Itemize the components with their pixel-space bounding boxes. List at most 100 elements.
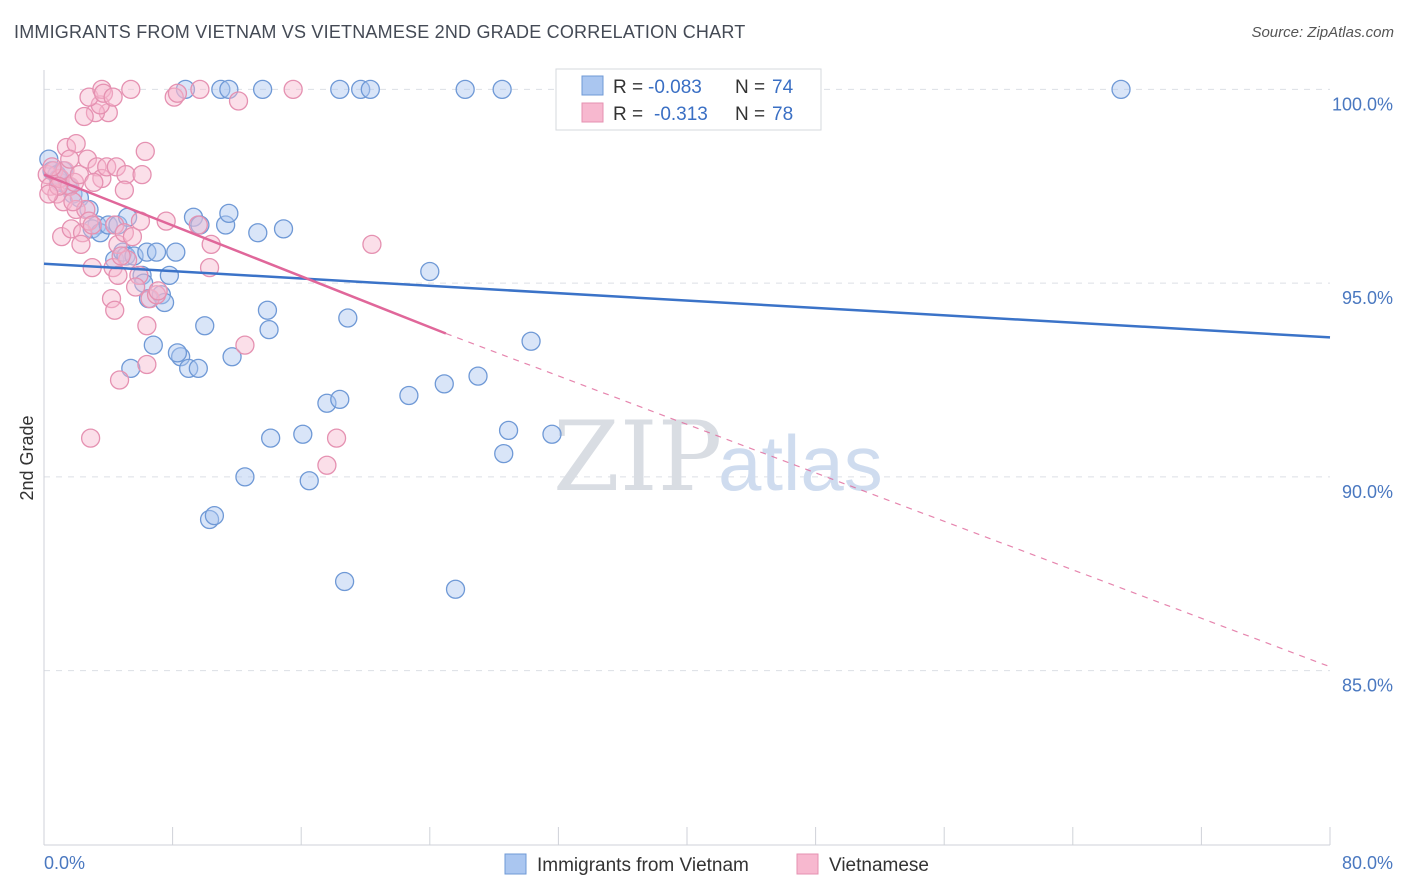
point-immigrants-from-vietnam [1111, 79, 1131, 100]
point-vietnamese [111, 246, 131, 266]
series-legend-label-blue: Immigrants from Vietnam [537, 855, 749, 876]
point-immigrants-from-vietnam [211, 79, 231, 100]
chart-title: IMMIGRANTS FROM VIETNAM VS VIETNAMESE 2N… [14, 22, 746, 42]
point-immigrants-from-vietnam [293, 424, 313, 444]
point-immigrants-from-vietnam [166, 242, 186, 262]
legend-swatch-pink [581, 102, 604, 123]
watermark-atlas: atlas [718, 419, 883, 507]
point-vietnamese [137, 354, 157, 375]
y-axis-label: 2nd Grade [17, 415, 37, 500]
legend-r-value-pink: -0.313 [654, 104, 708, 125]
point-vietnamese [283, 79, 303, 100]
point-vietnamese [326, 428, 347, 448]
series-legend-label-pink: Vietnamese [829, 855, 929, 876]
y-tick-label: 85.0% [1342, 676, 1393, 696]
y-tick-label: 95.0% [1342, 288, 1393, 308]
legend-r-label-blue: R = [613, 77, 643, 98]
point-immigrants-from-vietnam [259, 319, 279, 340]
point-immigrants-from-vietnam [330, 79, 350, 100]
point-immigrants-from-vietnam [542, 424, 562, 444]
point-vietnamese [61, 219, 81, 239]
point-immigrants-from-vietnam [494, 443, 514, 464]
point-vietnamese [108, 265, 128, 286]
y-tick-label: 90.0% [1342, 482, 1393, 502]
series-legend: Immigrants from Vietnam Vietnamese [504, 853, 929, 876]
point-vietnamese [109, 370, 130, 390]
point-immigrants-from-vietnam [248, 223, 268, 243]
point-immigrants-from-vietnam [159, 265, 180, 286]
x-ticks [43, 827, 1331, 845]
watermark-zip: ZIP [553, 401, 722, 513]
point-immigrants-from-vietnam [188, 358, 208, 379]
legend-swatch-blue [581, 75, 604, 96]
y-tick-label: 100.0% [1332, 94, 1393, 114]
point-immigrants-from-vietnam [219, 203, 239, 224]
point-immigrants-from-vietnam [252, 79, 273, 100]
gridlines [44, 88, 1330, 672]
point-vietnamese [84, 172, 104, 193]
point-immigrants-from-vietnam [338, 308, 358, 328]
point-immigrants-from-vietnam [434, 374, 454, 394]
watermark: ZIP atlas [553, 401, 883, 513]
point-vietnamese [122, 226, 143, 247]
point-vietnamese [52, 226, 72, 247]
point-vietnamese [188, 215, 208, 235]
point-vietnamese [105, 300, 125, 320]
chart-source: Source: ZipAtlas.com [1251, 24, 1394, 41]
series-legend-swatch-blue [504, 853, 527, 875]
point-vietnamese [114, 180, 135, 200]
point-vietnamese [362, 234, 382, 255]
point-immigrants-from-vietnam [455, 79, 475, 100]
point-vietnamese [228, 91, 249, 111]
point-vietnamese [42, 157, 62, 177]
point-immigrants-from-vietnam [360, 79, 380, 100]
point-immigrants-from-vietnam [257, 300, 278, 320]
point-immigrants-from-vietnam [143, 335, 163, 355]
point-vietnamese [125, 277, 146, 297]
legend-r-label-pink: R = [613, 104, 643, 125]
point-immigrants-from-vietnam [167, 343, 188, 363]
point-immigrants-from-vietnam [154, 292, 175, 313]
point-vietnamese [148, 281, 168, 301]
point-immigrants-from-vietnam [330, 389, 350, 410]
point-immigrants-from-vietnam [204, 505, 225, 526]
point-immigrants-from-vietnam [498, 420, 519, 441]
point-vietnamese [105, 215, 125, 235]
point-immigrants-from-vietnam [521, 331, 541, 351]
series-vietnamese [37, 79, 382, 475]
point-immigrants-from-vietnam [215, 215, 236, 235]
point-immigrants-from-vietnam [273, 219, 294, 239]
series-legend-swatch-pink [796, 853, 819, 875]
legend-n-value-pink: 78 [772, 104, 793, 125]
legend-n-label-pink: N = [735, 104, 765, 125]
point-vietnamese [80, 428, 101, 448]
trend-line-pink [43, 173, 447, 335]
legend-r-value-blue: -0.083 [648, 77, 702, 98]
point-vietnamese [39, 184, 59, 204]
point-immigrants-from-vietnam [492, 79, 512, 100]
point-vietnamese [71, 234, 91, 255]
point-vietnamese [129, 265, 149, 286]
point-vietnamese [190, 79, 210, 100]
point-vietnamese [137, 316, 157, 336]
legend-n-value-blue: 74 [772, 77, 794, 98]
point-vietnamese [101, 288, 122, 309]
y-tick-labels: 100.0% 95.0% 90.0% 85.0% [1332, 94, 1393, 695]
point-immigrants-from-vietnam [261, 428, 281, 448]
point-vietnamese [135, 141, 155, 162]
trend-lines [43, 173, 1331, 668]
stats-legend: R = -0.083 N = 74 R = -0.313 N = 78 [555, 68, 822, 131]
trend-line-pink-extrapolated [445, 332, 1331, 668]
point-immigrants-from-vietnam [299, 471, 319, 491]
point-immigrants-from-vietnam [121, 358, 141, 379]
point-immigrants-from-vietnam [334, 571, 355, 592]
point-vietnamese [74, 106, 94, 127]
point-vietnamese [60, 149, 80, 169]
series-immigrants-from-vietnam [39, 79, 1131, 599]
point-vietnamese [93, 83, 114, 103]
point-vietnamese [167, 83, 188, 103]
point-vietnamese [116, 164, 136, 185]
point-vietnamese [82, 215, 102, 235]
point-immigrants-from-vietnam [195, 316, 215, 336]
